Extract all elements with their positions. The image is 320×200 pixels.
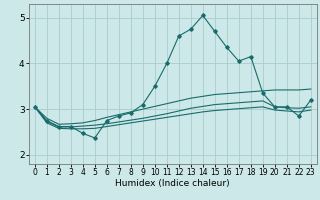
X-axis label: Humidex (Indice chaleur): Humidex (Indice chaleur) — [116, 179, 230, 188]
